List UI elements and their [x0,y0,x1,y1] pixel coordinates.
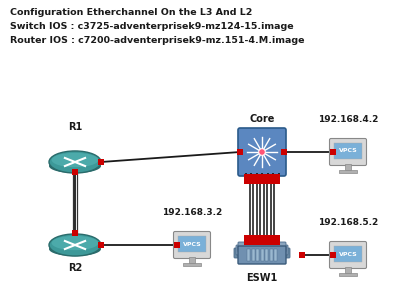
Text: Router IOS : c7200-adventerprisek9-mz.151-4.M.image: Router IOS : c7200-adventerprisek9-mz.15… [10,36,304,45]
Bar [72,230,78,236]
Bar [72,169,78,175]
Bar [256,249,259,261]
Circle shape [259,149,265,155]
Ellipse shape [49,151,101,173]
Bar [265,249,268,261]
Ellipse shape [49,234,101,256]
Ellipse shape [49,159,101,173]
Text: Core: Core [249,114,275,124]
Bar [345,164,351,170]
Text: R2: R2 [68,263,82,273]
Bar [274,249,277,261]
Bar [345,267,351,273]
Bar [339,170,357,173]
FancyBboxPatch shape [238,246,286,264]
Bar [281,149,287,155]
Text: Switch IOS : c3725-adventerprisek9-mz124-15.image: Switch IOS : c3725-adventerprisek9-mz124… [10,22,294,31]
Bar [178,236,206,252]
FancyBboxPatch shape [238,242,286,252]
Bar [330,149,336,155]
Bar [339,273,357,276]
Bar [260,249,264,261]
Ellipse shape [52,153,98,167]
Ellipse shape [52,236,98,250]
Bar [334,143,362,159]
Bar [270,249,272,261]
Ellipse shape [49,242,101,256]
Text: VPCS: VPCS [183,242,201,247]
Text: ESW1: ESW1 [246,273,278,283]
Text: Configuration Etherchannel On the L3 And L2: Configuration Etherchannel On the L3 And… [10,8,252,17]
FancyBboxPatch shape [330,139,366,166]
Bar [237,149,243,155]
Bar [247,249,250,261]
Bar [330,252,336,258]
Bar [183,263,201,266]
Text: R1: R1 [68,122,82,132]
Text: VPCS: VPCS [339,148,357,154]
Bar [189,257,195,263]
Bar [252,249,254,261]
Text: 192.168.4.2: 192.168.4.2 [318,115,378,124]
FancyBboxPatch shape [236,245,288,255]
FancyBboxPatch shape [234,248,290,258]
Bar [299,252,305,258]
FancyBboxPatch shape [330,242,366,268]
Text: 192.168.5.2: 192.168.5.2 [318,218,378,227]
Bar [244,235,280,245]
Bar [98,242,104,248]
Bar [244,174,280,184]
Bar [174,242,180,248]
FancyBboxPatch shape [174,232,210,259]
Text: VPCS: VPCS [339,251,357,256]
Text: 192.168.3.2: 192.168.3.2 [162,208,222,217]
Bar [98,159,104,165]
FancyBboxPatch shape [238,128,286,176]
Bar [334,246,362,262]
